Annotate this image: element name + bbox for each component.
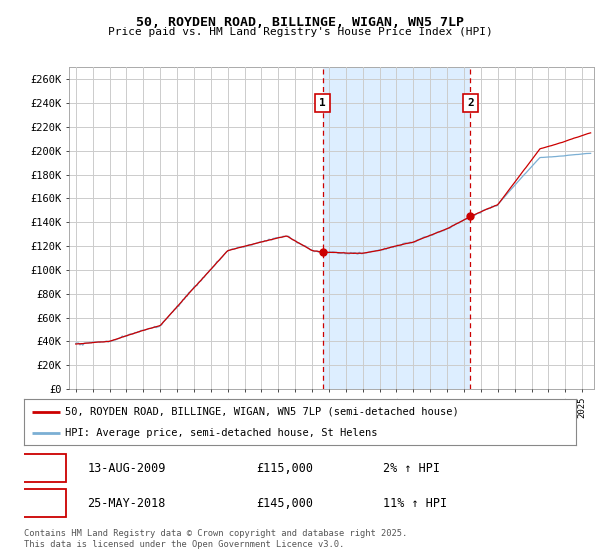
Text: £145,000: £145,000 bbox=[256, 497, 313, 510]
Text: 1: 1 bbox=[41, 461, 48, 474]
FancyBboxPatch shape bbox=[23, 489, 66, 517]
Text: Contains HM Land Registry data © Crown copyright and database right 2025.
This d: Contains HM Land Registry data © Crown c… bbox=[24, 529, 407, 549]
Text: 2: 2 bbox=[41, 497, 48, 510]
Text: 1: 1 bbox=[319, 98, 326, 108]
Text: Price paid vs. HM Land Registry's House Price Index (HPI): Price paid vs. HM Land Registry's House … bbox=[107, 27, 493, 37]
FancyBboxPatch shape bbox=[23, 454, 66, 482]
Text: HPI: Average price, semi-detached house, St Helens: HPI: Average price, semi-detached house,… bbox=[65, 428, 378, 438]
Bar bbox=[323, 67, 470, 389]
Text: 25-MAY-2018: 25-MAY-2018 bbox=[88, 497, 166, 510]
Text: 11% ↑ HPI: 11% ↑ HPI bbox=[383, 497, 447, 510]
Text: 50, ROYDEN ROAD, BILLINGE, WIGAN, WN5 7LP: 50, ROYDEN ROAD, BILLINGE, WIGAN, WN5 7L… bbox=[136, 16, 464, 29]
Text: 2: 2 bbox=[467, 98, 474, 108]
Text: 50, ROYDEN ROAD, BILLINGE, WIGAN, WN5 7LP (semi-detached house): 50, ROYDEN ROAD, BILLINGE, WIGAN, WN5 7L… bbox=[65, 407, 459, 417]
Text: 13-AUG-2009: 13-AUG-2009 bbox=[88, 461, 166, 474]
Text: £115,000: £115,000 bbox=[256, 461, 313, 474]
Text: 2% ↑ HPI: 2% ↑ HPI bbox=[383, 461, 440, 474]
